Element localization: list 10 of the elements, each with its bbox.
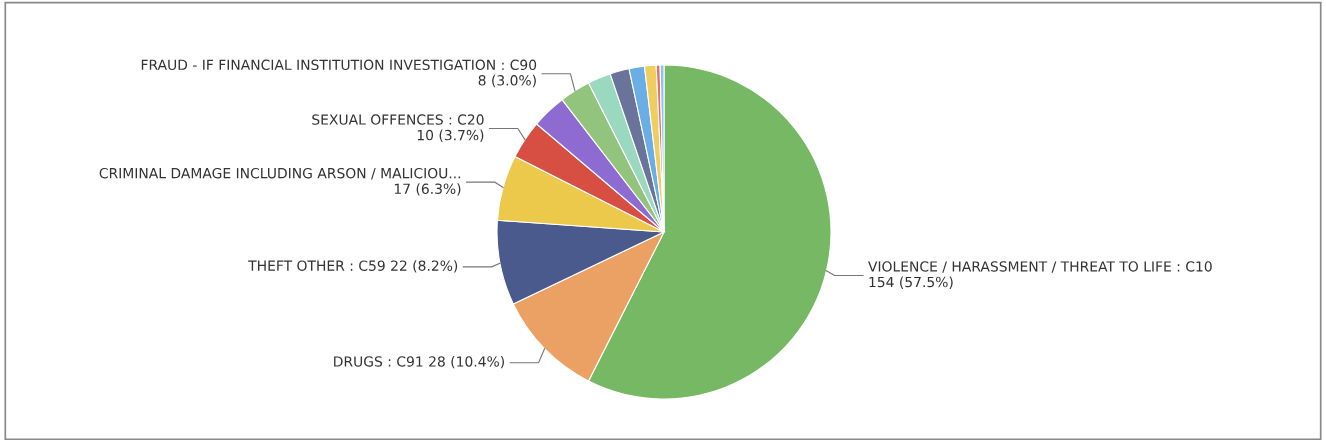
data-label: 8 (3.0%) <box>478 74 536 88</box>
data-label: 17 (6.3%) <box>394 183 461 196</box>
slice-label: CRIMINAL DAMAGE INCLUDING ARSON / MALICIOU... <box>99 167 461 180</box>
slice-label: VIOLENCE / HARASSMENT / THREAT TO LIFE : C10 <box>868 261 1212 273</box>
slice-label: SEXUAL OFFENCES : C20 <box>312 114 484 125</box>
slice-label: FRAUD - IF FINANCIAL INSTITUTION INVESTIGATION : C90 <box>141 59 537 71</box>
slice-label: THEFT OTHER : C59 22 (8.2%) <box>248 260 458 273</box>
data-label: 154 (57.5%) <box>869 276 953 289</box>
slice-label: DRUGS : C91 28 (10.4%) <box>334 355 504 369</box>
data-label: 10 (3.7%) <box>417 129 484 142</box>
